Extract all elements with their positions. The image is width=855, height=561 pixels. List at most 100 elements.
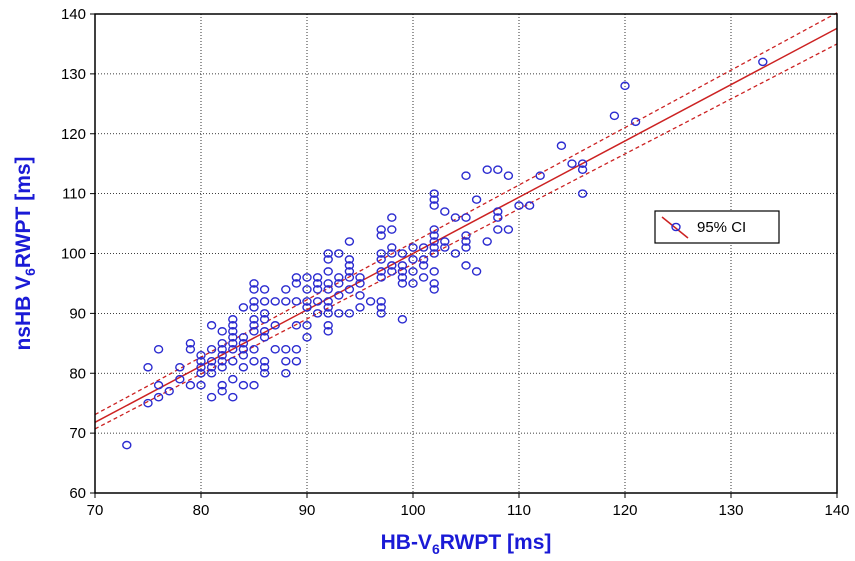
data-point <box>196 350 206 360</box>
data-point <box>493 213 503 222</box>
legend: 95% CI <box>654 210 780 244</box>
data-point <box>153 344 164 354</box>
data-point <box>217 356 227 366</box>
y-tick-label: 80 <box>69 365 86 382</box>
data-point <box>758 57 768 67</box>
data-point <box>323 267 333 276</box>
data-point <box>323 309 333 318</box>
data-point <box>355 303 365 312</box>
legend-point-sample <box>671 222 681 232</box>
data-point <box>259 315 270 324</box>
data-point <box>291 297 302 306</box>
data-point <box>344 285 355 294</box>
data-point <box>440 243 450 252</box>
data-point <box>312 297 323 306</box>
y-tick-label: 120 <box>61 126 86 143</box>
data-point <box>196 380 206 390</box>
data-point <box>291 279 302 288</box>
data-point <box>217 362 227 372</box>
data-point <box>609 111 620 121</box>
data-point <box>217 380 227 390</box>
data-point <box>408 255 418 264</box>
data-point <box>429 225 439 234</box>
data-point <box>535 171 545 180</box>
data-point <box>217 339 227 348</box>
data-point <box>185 344 196 354</box>
data-point <box>461 261 471 270</box>
x-tick-label: 110 <box>507 502 531 519</box>
data-point <box>175 374 185 384</box>
x-tick-label: 140 <box>824 502 849 519</box>
data-point <box>228 321 238 330</box>
data-point <box>185 380 196 390</box>
data-point <box>323 297 333 306</box>
data-point <box>408 267 418 276</box>
data-point <box>281 368 291 378</box>
data-point <box>556 141 567 151</box>
data-point <box>429 285 439 294</box>
data-point <box>249 303 259 312</box>
data-point <box>376 309 386 318</box>
data-point <box>238 339 249 348</box>
data-point <box>482 165 492 174</box>
data-point <box>281 297 291 306</box>
data-point <box>228 356 238 366</box>
data-point <box>355 279 365 288</box>
data-point <box>281 356 291 366</box>
data-point <box>334 273 344 282</box>
data-point <box>312 309 323 318</box>
y-tick-label: 70 <box>69 425 86 442</box>
data-point <box>387 225 397 234</box>
data-point <box>355 273 365 282</box>
data-point <box>228 315 238 324</box>
data-point <box>164 386 174 396</box>
data-point <box>259 362 270 372</box>
data-point <box>376 231 386 240</box>
legend-label: 95% CI <box>697 219 746 236</box>
data-point <box>334 249 344 258</box>
data-point <box>302 303 312 312</box>
data-point <box>461 213 471 222</box>
data-point <box>259 333 270 342</box>
data-point <box>450 249 461 258</box>
data-point <box>397 315 408 324</box>
data-point <box>228 333 238 342</box>
data-point <box>482 237 492 246</box>
data-point <box>461 171 471 180</box>
legend-box <box>654 210 780 244</box>
x-tick-label: 80 <box>193 502 210 519</box>
data-point <box>429 267 439 276</box>
data-point <box>196 356 206 366</box>
data-point <box>344 267 355 276</box>
data-point <box>344 273 355 282</box>
data-point <box>206 362 217 372</box>
data-point <box>259 327 270 336</box>
data-point <box>259 285 270 294</box>
data-point <box>461 243 471 252</box>
data-point <box>206 344 217 354</box>
data-point <box>228 339 238 348</box>
data-point <box>122 440 132 450</box>
data-point <box>196 368 206 378</box>
legend-line-sample <box>661 216 689 239</box>
grid-lines <box>95 14 837 493</box>
data-point <box>429 243 439 252</box>
data-point <box>376 255 386 264</box>
data-point <box>397 249 408 258</box>
data-point <box>270 297 280 306</box>
data-point <box>323 303 333 312</box>
data-point <box>185 339 196 348</box>
data-point <box>206 321 217 330</box>
data-point <box>397 261 408 270</box>
data-point <box>429 195 439 204</box>
data-point <box>334 279 344 288</box>
data-point <box>344 309 355 318</box>
data-point <box>376 267 386 276</box>
data-point <box>228 392 238 402</box>
y-axis-title-sub: 6 <box>22 268 38 276</box>
data-point <box>312 273 323 282</box>
data-point <box>471 267 482 276</box>
data-point <box>249 285 259 294</box>
data-point <box>206 356 217 366</box>
